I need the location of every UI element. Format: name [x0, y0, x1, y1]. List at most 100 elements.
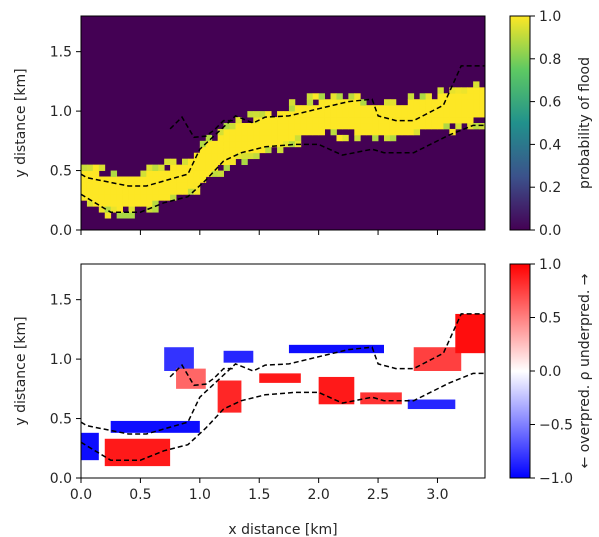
top-heatmap-cell [253, 140, 260, 148]
top-heatmap-cell [223, 123, 230, 130]
top-heatmap-cell [288, 123, 296, 130]
top-heatmap-cell [288, 99, 296, 106]
top-heatmap-cell [324, 111, 331, 118]
top-heatmap-cell [229, 140, 236, 148]
top-heatmap-cell [199, 158, 207, 166]
bottom-x-axis-ticks: 0.0 0.5 1.0 1.5 2.0 2.5 3.0 [70, 478, 449, 503]
top-heatmap-cell [354, 128, 361, 136]
top-heatmap-cell [449, 111, 456, 118]
top-heatmap-cell [413, 111, 421, 118]
top-heatmap-cell [92, 170, 100, 177]
top-heatmap-cell [110, 194, 118, 201]
top-heatmap-cell [306, 128, 314, 136]
top-heatmap-cell [479, 105, 485, 112]
top-heatmap-cell [217, 128, 224, 136]
top-heatmap-cell [211, 164, 219, 171]
top-heatmap-cell [134, 176, 141, 183]
top-heatmap-cell [342, 117, 349, 124]
top-heatmap-cell [98, 206, 106, 213]
top-heatmap-cell [336, 105, 343, 112]
top-heatmap-cell [330, 93, 337, 100]
bottom-x-axis-label: x distance [km] [228, 522, 337, 537]
dashed-boundary-line [81, 313, 485, 435]
top-heatmap-cell [146, 188, 153, 195]
top-heatmap-cell [312, 111, 320, 118]
top-heatmap-cell [419, 105, 426, 112]
colorbar-tick-label: 0.8 [539, 52, 561, 68]
top-heatmap-cell [116, 194, 123, 201]
top-heatmap-cell [360, 123, 367, 130]
top-heatmap-cell [318, 111, 325, 118]
top-heatmap-cell [449, 128, 456, 136]
bottom-y-axis-label: y distance [km] [13, 316, 29, 425]
top-heatmap-cell [366, 111, 373, 118]
top-heatmap-cell [330, 123, 337, 130]
top-heatmap-cell [140, 176, 147, 183]
top-heatmap-cell [277, 128, 284, 136]
top-heatmap-cell [235, 134, 242, 142]
top-heatmap-cell [395, 117, 403, 124]
top-heatmap-cell [384, 123, 391, 130]
top-heatmap-cell [372, 117, 379, 124]
top-heatmap-cell [241, 152, 248, 160]
top-heatmap-cell [259, 117, 266, 124]
bottom-heatmap-patch [81, 432, 99, 461]
bottom-dashed-boundaries [81, 313, 485, 461]
top-heatmap-cell [182, 176, 189, 183]
top-heatmap-cell [467, 117, 474, 124]
top-heatmap-cell [104, 206, 112, 213]
top-heatmap-cell [437, 87, 444, 94]
top-heatmap-cell [467, 93, 474, 100]
top-heatmap-cell [461, 111, 468, 118]
top-heatmap-cell [146, 200, 153, 207]
top-heatmap-cell [104, 194, 112, 201]
top-heatmap-cell [193, 164, 201, 171]
top-heatmap-cell [199, 146, 207, 154]
top-heatmap-cell [110, 206, 118, 213]
top-heatmap-cell [389, 105, 397, 112]
top-heatmap-cell [473, 105, 480, 112]
top-heatmap-cell [170, 182, 177, 189]
top-heatmap-cell [265, 128, 272, 136]
top-heatmap-cell [437, 99, 444, 106]
y-tick-label: 1.5 [50, 45, 72, 61]
top-heatmap-cell [223, 158, 230, 166]
top-heatmap-cell [378, 105, 385, 112]
top-heatmap-cell [187, 176, 195, 183]
top-heatmap-cell [223, 128, 230, 136]
top-heatmap-cell [253, 128, 260, 136]
top-heatmap-cell [158, 170, 165, 177]
top-heatmap-cell [122, 182, 129, 189]
top-heatmap-cell [443, 99, 450, 106]
top-heatmap-cell [152, 164, 159, 171]
top-heatmap-cell [223, 134, 230, 142]
top-heatmap-cell [449, 117, 456, 124]
top-heatmap-cell [401, 117, 409, 124]
top-heatmap-cell [467, 111, 474, 118]
top-heatmap-cell [401, 128, 409, 136]
top-heatmap-cell [479, 87, 485, 94]
colorbar-tick-label: −0.5 [539, 418, 573, 434]
top-heatmap-cell [384, 128, 391, 136]
top-heatmap-cell [336, 117, 343, 124]
bottom-colorbar-ticks: −1.0 −0.5 0.0 0.5 1.0 [530, 257, 573, 487]
top-heatmap-cell [271, 140, 278, 148]
top-heatmap-cell [324, 117, 331, 124]
top-heatmap-cell [140, 188, 147, 195]
top-heatmap-cell [253, 152, 260, 160]
y-tick-label: 1.5 [50, 293, 72, 309]
top-heatmap-cell [235, 152, 242, 160]
top-heatmap-cell [443, 111, 450, 118]
top-heatmap-cell [182, 170, 189, 177]
top-heatmap-cell [92, 194, 100, 201]
top-heatmap-cell [413, 128, 421, 136]
top-heatmap-cell [318, 99, 325, 106]
top-heatmap-cell [306, 105, 314, 112]
bottom-heatmap-patch [217, 380, 242, 413]
x-tick-label: 1.5 [248, 487, 270, 503]
top-heatmap-cell [425, 105, 432, 112]
top-heatmap-cell [140, 194, 147, 201]
top-heatmap-cell [277, 140, 284, 148]
top-heatmap-cell [259, 123, 266, 130]
bottom-heatmap-patch [259, 373, 301, 383]
